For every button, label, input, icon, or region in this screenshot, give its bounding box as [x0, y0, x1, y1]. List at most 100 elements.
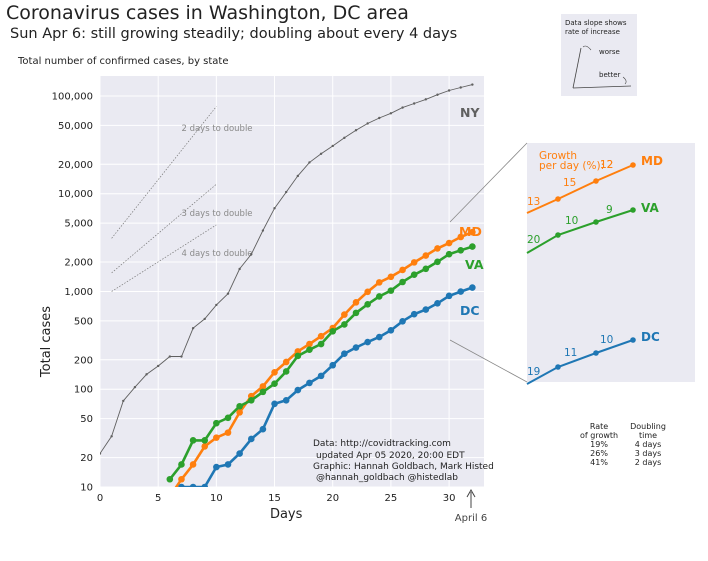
inset-growth-label: 12 — [600, 159, 613, 171]
data-point-ny — [412, 102, 416, 105]
growth-table: Rate of growth Doubling time 19% 4 days 26%… — [574, 422, 672, 467]
table-row: 26% 3 days — [574, 449, 672, 458]
data-point-md — [399, 266, 406, 274]
data-point-md — [457, 233, 465, 241]
doubling-guide-label: 3 days to double — [181, 209, 252, 219]
inset-point-va — [630, 207, 636, 213]
y-tick-label: 50,000 — [58, 121, 93, 132]
inset-series-name-dc: DC — [641, 330, 660, 344]
series-label-md: MD — [459, 224, 482, 239]
doubling-guide-line — [111, 224, 217, 292]
table-cell: 4 days — [634, 440, 662, 449]
data-point-ny — [145, 373, 148, 376]
inset-growth-label: 13 — [527, 196, 540, 208]
data-point-dc — [201, 483, 209, 487]
data-point-ny — [261, 229, 265, 232]
table-cell: 3 days — [634, 449, 662, 458]
doubling-guide-label: 4 days to double — [181, 249, 252, 259]
x-tick-label: 20 — [326, 493, 339, 504]
slope-legend-title: rate of increase — [565, 28, 620, 36]
data-point-dc — [422, 306, 430, 313]
data-point-ny — [424, 98, 428, 101]
inset-growth-label: 10 — [600, 334, 613, 346]
inset-series-name-va: VA — [641, 201, 659, 215]
data-point-md — [178, 475, 185, 483]
inset-point-md — [630, 162, 636, 168]
source-annotation-line: updated Apr 05 2020, 20:00 EDT — [316, 451, 465, 461]
inset-point-dc — [555, 364, 561, 370]
data-point-ny — [471, 83, 474, 86]
april-arrow-label: April 6 — [455, 513, 487, 524]
source-annotation-line: Graphic: Hannah Goldbach, Mark Histed — [313, 462, 494, 472]
source-annotation-line: @hannah_goldbach @histedlab — [316, 473, 458, 483]
data-point-ny — [250, 253, 253, 256]
x-tick-label: 30 — [443, 493, 456, 504]
data-point-dc — [189, 483, 197, 487]
data-point-va — [213, 419, 220, 427]
data-point-dc — [364, 338, 371, 346]
data-point-va — [341, 321, 348, 328]
inset-series-group: 13 15 12 MD 20 10 9 VA 19 11 10 DC — [526, 154, 663, 385]
data-point-dc — [236, 450, 243, 457]
data-point-md — [213, 434, 220, 441]
data-point-ny — [215, 303, 218, 307]
data-point-dc — [247, 435, 255, 443]
chart-title: Coronavirus cases in Washington, DC area — [6, 2, 409, 24]
data-point-ny — [203, 317, 206, 321]
data-point-md — [189, 461, 197, 468]
data-point-md — [201, 443, 209, 450]
inset-growth-label: 9 — [606, 204, 613, 216]
data-point-md — [341, 311, 348, 318]
data-point-va — [224, 414, 232, 422]
x-tick-label: 0 — [97, 493, 103, 504]
data-point-md — [352, 299, 360, 306]
inset-growth-label: 10 — [565, 215, 578, 227]
series-group — [100, 83, 476, 500]
inset-point-dc — [593, 350, 599, 356]
doubling-guide-line — [111, 106, 217, 239]
data-point-va — [259, 388, 267, 396]
data-point-dc — [178, 483, 185, 487]
data-point-dc — [387, 326, 395, 334]
y-tick-label: 20,000 — [58, 160, 93, 171]
data-point-dc — [445, 292, 453, 300]
data-point-dc — [434, 299, 441, 307]
slope-legend-box — [561, 14, 637, 96]
data-point-ny — [238, 267, 241, 271]
data-point-md — [422, 252, 430, 259]
data-point-md — [294, 348, 302, 355]
growth-header-rate: Rate of growth — [580, 422, 619, 440]
data-point-md — [259, 383, 267, 390]
data-point-ny — [389, 112, 393, 115]
data-point-ny — [110, 435, 113, 438]
data-point-ny — [378, 116, 381, 120]
data-point-dc — [375, 333, 383, 341]
x-tick-label: 10 — [210, 493, 223, 504]
data-point-md — [167, 493, 174, 500]
table-row: 41% 2 days — [574, 458, 672, 467]
inset-point-dc — [630, 337, 636, 343]
inset-growth-label: 12 — [600, 159, 613, 171]
inset-point-va — [593, 219, 599, 225]
x-axis-label: Days — [270, 507, 303, 522]
data-point-md — [306, 340, 313, 348]
data-point-md — [364, 288, 371, 296]
slope-legend-title: Data slope shows — [565, 19, 627, 27]
y-tick-label: 100 — [74, 385, 93, 396]
inset-connector-line — [449, 339, 528, 383]
data-point-ny — [354, 129, 358, 132]
series-label-ny: NY — [460, 105, 480, 120]
data-point-ny — [133, 385, 137, 389]
inset-point-md — [593, 178, 599, 184]
y-tick-label: 10,000 — [58, 189, 93, 200]
data-point-dc — [469, 284, 476, 291]
data-point-md — [469, 228, 476, 236]
y-tick-label: 100,000 — [52, 91, 93, 102]
inset-title-line2: per day (%): — [539, 160, 604, 172]
x-tick-label: 15 — [268, 493, 281, 504]
data-point-ny — [284, 190, 288, 194]
data-point-dc — [457, 288, 465, 295]
data-point-md — [317, 332, 325, 340]
slope-legend-shallow-line — [572, 85, 632, 89]
y-tick-label: 20 — [80, 453, 93, 464]
